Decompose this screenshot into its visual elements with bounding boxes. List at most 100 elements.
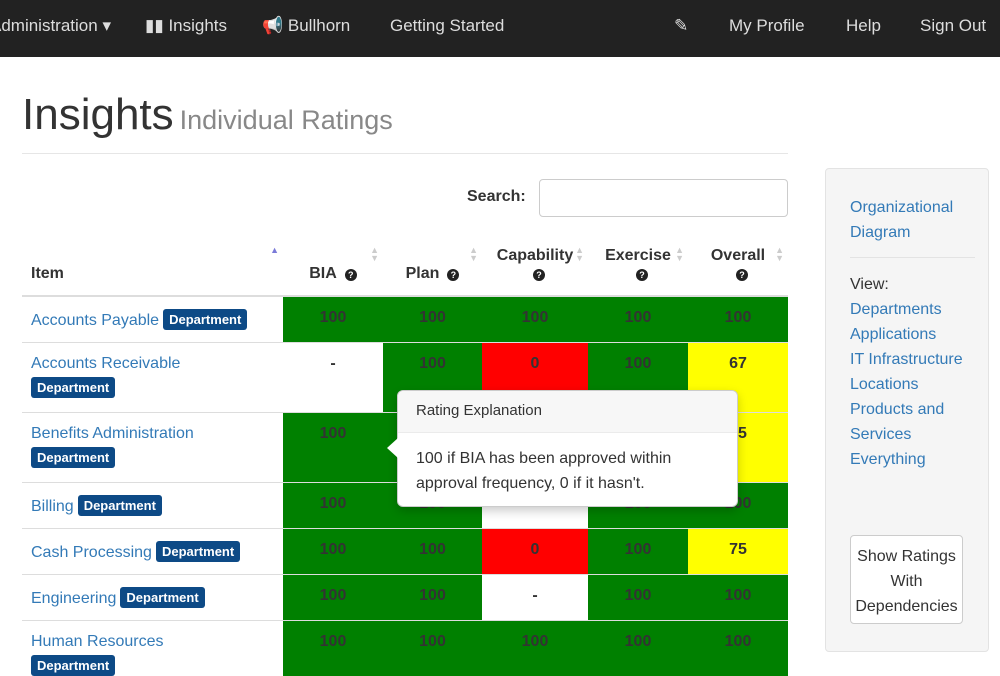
rating-cell: 100 <box>383 573 482 620</box>
navbar: Administration ▾ ▮▮ Insights 📢 Bullhorn … <box>0 0 1000 57</box>
divider <box>22 153 788 154</box>
nav-item[interactable]: Getting Started <box>390 16 505 35</box>
view-link[interactable]: Departments <box>850 301 942 318</box>
rating-cell: 100 <box>588 527 688 574</box>
rating-value: 100 <box>521 309 549 326</box>
view-link[interactable]: Applications <box>850 326 937 343</box>
rating-cell: - <box>283 341 383 412</box>
rating-cell: 100 <box>383 619 482 676</box>
item-link[interactable]: Cash Processing <box>31 543 152 561</box>
rating-cell: 100 <box>283 573 383 620</box>
rating-value: - <box>532 586 538 604</box>
help-icon: ? <box>736 269 748 281</box>
search-input[interactable] <box>539 179 788 217</box>
sort-arrows: ▲ ▼ <box>675 245 684 263</box>
sidebar-link[interactable]: Organizational Diagram <box>850 199 954 241</box>
rating-value: 75 <box>729 540 747 558</box>
nav-item[interactable]: Sign Out <box>920 16 987 35</box>
rating-cell: 100 <box>688 295 788 342</box>
rating-cell: 100 <box>588 573 688 620</box>
sort-arrows: ▲ <box>270 245 279 255</box>
header-text: Item <box>31 265 64 282</box>
rating-value: 100 <box>521 632 549 650</box>
table-row: Accounts Payable Department 100 100 100 100 10… <box>22 295 788 342</box>
rating-value: 100 <box>319 309 347 326</box>
page-title: Insights Individual Ratings <box>22 90 393 140</box>
item-link[interactable]: Engineering <box>31 589 117 607</box>
rating-value: 100 <box>624 309 652 326</box>
column-header[interactable]: BIA? ▲ ▼ <box>283 230 383 297</box>
rating-cell: 100 <box>283 295 383 342</box>
column-header[interactable]: Exercise? ▲ ▼ <box>588 230 688 297</box>
edit-icon[interactable]: ✎ <box>674 16 689 35</box>
rating-value: 100 <box>419 586 446 604</box>
table-row: Cash Processing Department 100 100 0 100 75 <box>22 527 788 574</box>
badge: Department <box>31 654 116 676</box>
title: Insights <box>22 90 174 139</box>
item-cell: Human Resources Department <box>22 619 283 676</box>
rating-cell: 0 <box>482 527 588 574</box>
item-link[interactable]: Accounts Receivable <box>31 354 181 372</box>
rating-cell: 100 <box>482 619 588 676</box>
rating-value: 100 <box>624 632 652 650</box>
rating-cell: 100 <box>688 619 788 676</box>
sort-arrows: ▲ ▼ <box>370 245 379 263</box>
rating-value: - <box>330 354 336 372</box>
sort-arrows: ▲ ▼ <box>775 245 784 263</box>
item-cell: Engineering Department <box>22 573 283 620</box>
header-text: BIA <box>309 265 337 282</box>
rating-value: 100 <box>624 586 652 604</box>
rating-value: 100 <box>319 424 347 442</box>
nav-item[interactable]: Administration ▾ <box>0 16 111 35</box>
view-link[interactable]: Everything <box>850 451 926 468</box>
item-link[interactable]: Accounts Payable <box>31 312 160 329</box>
table-row: Human Resources Department 100 100 100 100 100 <box>22 619 788 676</box>
nav-item[interactable]: Help <box>846 16 881 35</box>
dependencies-button[interactable]: Show Ratings With Dependencies <box>850 535 963 624</box>
view-link[interactable]: Locations <box>850 376 919 393</box>
nav-item[interactable]: My Profile <box>729 16 805 35</box>
rating-value: 100 <box>624 540 652 558</box>
rating-cell: 100 <box>283 411 383 482</box>
badge: Department <box>163 309 248 330</box>
search-label: Search: <box>467 188 526 205</box>
item-cell: Billing Department <box>22 481 283 528</box>
column-header[interactable]: Plan? ▲ ▼ <box>383 230 482 297</box>
rating-cell: 100 <box>588 295 688 342</box>
badge: Department <box>120 586 205 608</box>
nav-item[interactable]: 📢 Bullhorn <box>262 16 351 35</box>
item-link[interactable]: Benefits Administration <box>31 424 194 442</box>
popover: Rating Explanation 100 if BIA has been a… <box>387 390 738 507</box>
sidebar: Organizational Diagram View: Departments… <box>825 168 989 652</box>
rating-value: 100 <box>419 632 446 650</box>
badge: Department <box>31 446 116 468</box>
rating-value: 67 <box>729 354 747 372</box>
rating-value: 0 <box>530 540 540 558</box>
table-row: Engineering Department 100 100 - 100 100 <box>22 573 788 620</box>
subtitle: Individual Ratings <box>179 105 393 135</box>
view-label: View: <box>850 276 889 293</box>
item-cell: Benefits Administration Department <box>22 411 283 482</box>
view-link[interactable]: IT Infrastructure <box>850 351 963 368</box>
view-link[interactable]: Products and Services <box>850 401 945 443</box>
item-link[interactable]: Billing <box>31 497 74 515</box>
header-text: Exercise <box>605 247 671 264</box>
rating-cell: - <box>482 573 588 620</box>
column-header[interactable]: Capability? ▲ ▼ <box>482 230 588 297</box>
rating-value: 100 <box>319 540 347 558</box>
rating-value: 100 <box>724 586 752 604</box>
column-header[interactable]: Overall? ▲ ▼ <box>688 230 788 297</box>
sort-arrows: ▲ ▼ <box>575 245 584 263</box>
rating-value: 100 <box>624 354 652 372</box>
nav-item[interactable]: ▮▮ Insights <box>145 16 228 35</box>
rating-value: 100 <box>419 540 446 558</box>
rating-value: 0 <box>530 354 540 372</box>
item-link[interactable]: Human Resources <box>31 632 164 650</box>
column-header[interactable]: Item ▲ <box>22 230 283 297</box>
rating-value: 100 <box>724 632 752 650</box>
header-text: Overall <box>710 247 766 264</box>
rating-cell: 100 <box>688 573 788 620</box>
rating-cell: 100 <box>283 619 383 676</box>
item-cell: Accounts Payable Department <box>22 295 283 342</box>
